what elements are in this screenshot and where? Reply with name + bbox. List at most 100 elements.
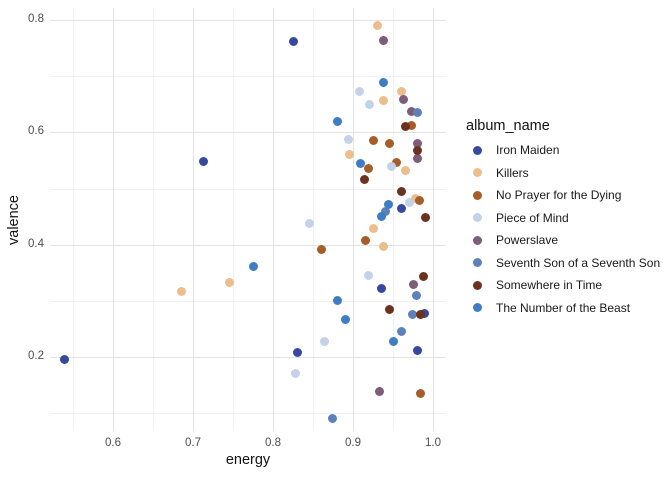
legend: album_name Iron Maiden Killers No Prayer f… [462,118,668,323]
x-tick-label: 1.0 [425,437,441,449]
gridline [50,20,446,21]
x-tick-label: 0.9 [345,437,361,449]
gridline [433,8,434,431]
legend-item-label: Piece of Mind [496,210,569,225]
data-point [408,279,418,289]
data-point [304,218,314,228]
data-point [372,21,382,31]
data-point [413,146,423,156]
legend-swatch-icon [473,190,482,200]
y-tick-label: 0.8 [28,13,44,25]
data-point [415,388,425,398]
data-point [360,235,370,245]
data-point [359,174,369,184]
data-point [343,134,353,144]
x-axis-title: energy [225,452,271,468]
data-point [333,116,343,126]
data-point [327,413,337,423]
legend-item: Somewhere in Time [473,278,668,292]
legend-item: Piece of Mind [473,211,668,225]
data-point [368,223,378,233]
gridline [50,300,446,302]
data-point [378,78,388,88]
data-point [378,36,388,46]
legend-item-label: Somewhere in Time [496,278,603,292]
legend-swatch-icon [473,303,482,312]
data-point [384,138,394,148]
data-point [412,138,422,148]
data-point [396,187,406,197]
legend-item-label: Seventh Son of a Seventh Son [496,255,661,270]
y-tick-label: 0.4 [28,237,44,250]
data-point [406,120,416,130]
legend-item-label: No Prayer for the Dying [496,188,622,202]
gridline [50,413,446,415]
legend-item-label: The Number of the Beast [496,300,631,315]
data-point [398,95,408,105]
gridline [233,8,234,431]
data-point [290,368,300,378]
data-point [376,284,386,293]
data-point [396,326,406,336]
data-point [411,291,421,301]
data-point [391,157,401,167]
legend-item: Iron Maiden [473,143,668,157]
data-point [198,157,208,166]
data-point [412,154,422,164]
legend-items: Iron Maiden Killers No Prayer for the Dyin… [462,143,668,315]
data-point [406,106,416,116]
legend-swatch-icon [473,280,482,290]
data-point [377,212,387,222]
y-tick-label: 0.6 [28,125,44,138]
gridline [50,76,446,78]
data-point [333,296,343,306]
x-tick-label: 0.6 [105,437,121,449]
data-point [414,196,424,206]
data-point [378,96,388,106]
legend-item: Seventh Son of a Seventh Son [473,256,668,270]
plot-panel [50,8,446,431]
data-point [378,242,388,252]
data-point [344,149,354,159]
data-point [396,204,406,214]
data-point [405,197,415,207]
data-point [177,287,187,297]
data-point [369,136,379,146]
gridline [273,8,274,431]
legend-item: Killers [473,166,668,180]
gridline [50,188,446,190]
legend-item: The Number of the Beast [473,301,668,315]
gridline [153,8,154,431]
y-tick-label: 0.2 [28,350,44,362]
gridline [193,8,194,431]
legend-item-label: Killers [496,165,529,180]
data-point [59,355,69,365]
data-point [249,261,259,271]
data-point [407,310,417,320]
legend-swatch-icon [473,213,482,222]
legend-swatch-icon [473,235,482,245]
gridline [50,244,446,246]
data-point [288,36,298,46]
data-point [383,199,393,209]
data-point [355,158,365,168]
gridline [73,8,74,431]
legend-swatch-icon [473,145,482,155]
gridline [50,357,446,358]
data-point [384,304,394,314]
legend-item-label: Powerslave [496,233,559,247]
gridline [113,8,114,431]
data-point [380,206,390,216]
x-tick-label: 0.7 [185,437,201,449]
legend-item: No Prayer for the Dying [473,188,668,202]
x-tick-label: 0.8 [265,437,281,449]
data-point [365,100,375,110]
data-point [386,162,396,172]
data-point [421,212,431,222]
legend-swatch-icon [473,168,482,177]
data-point [400,121,410,131]
data-point [396,87,406,97]
gridline [353,8,354,431]
legend-item: Powerslave [473,233,668,247]
